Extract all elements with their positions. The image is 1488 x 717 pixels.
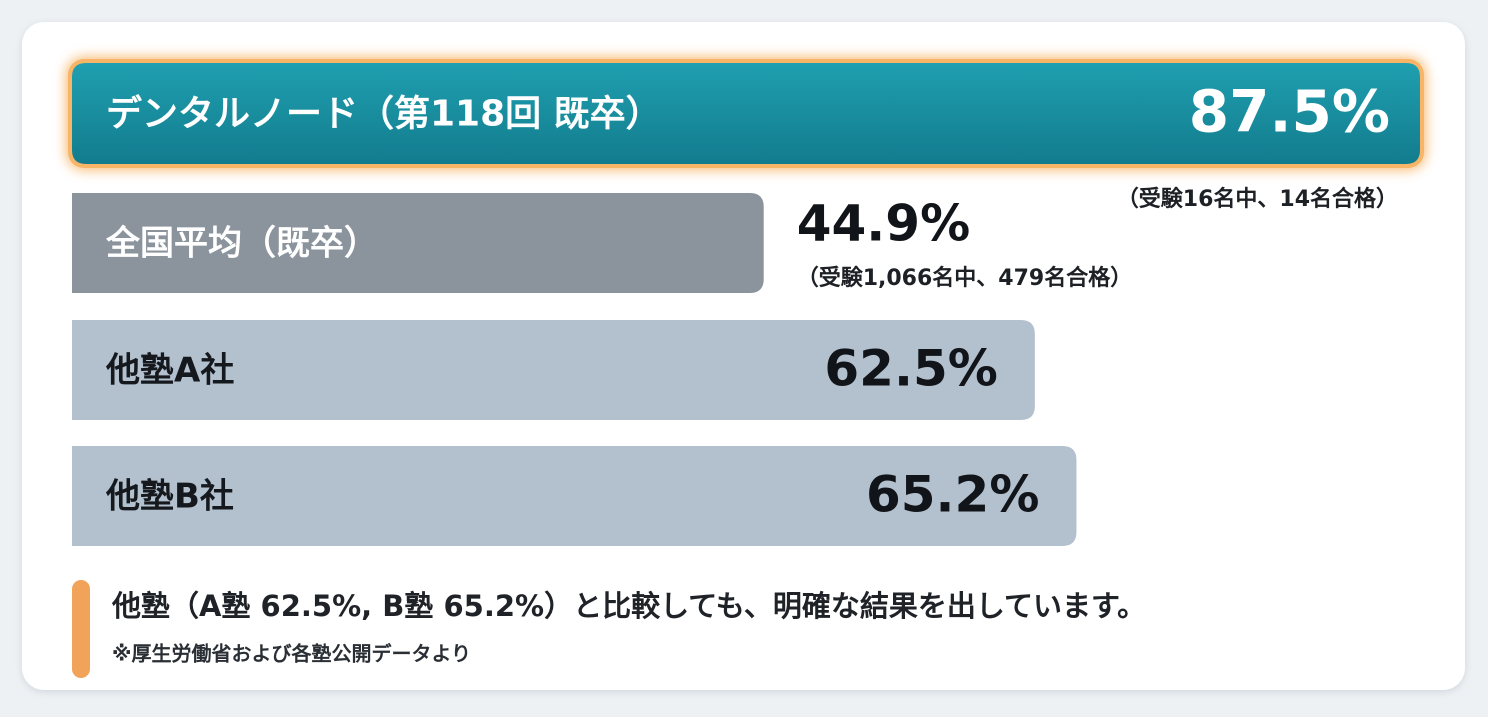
bar-label: 他塾B社 xyxy=(105,477,234,517)
bar xyxy=(72,63,1420,164)
bar-label: デンタルノード（第118回 既卒） xyxy=(106,93,662,135)
value-label: 62.5% xyxy=(824,340,997,398)
value-note: （受験16名中、14名合格） xyxy=(1117,186,1398,212)
bar xyxy=(72,193,764,293)
bar xyxy=(72,446,1077,546)
footnote-accent xyxy=(72,580,90,678)
value-label: 65.2% xyxy=(866,466,1039,524)
source-note: ※厚生労働省および各塾公開データより xyxy=(112,642,471,666)
bar-label: 全国平均（既卒） xyxy=(105,224,378,264)
footnote: 他塾（A塾 62.5%, B塾 65.2%）と比較しても、明確な結果を出していま… xyxy=(111,589,1146,623)
bar xyxy=(72,320,1035,420)
value-label: 87.5% xyxy=(1189,78,1390,146)
value-note: （受験1,066名中、479名合格） xyxy=(797,265,1133,291)
bar-label: 他塾A社 xyxy=(105,351,234,391)
value-label: 44.9% xyxy=(797,195,970,253)
